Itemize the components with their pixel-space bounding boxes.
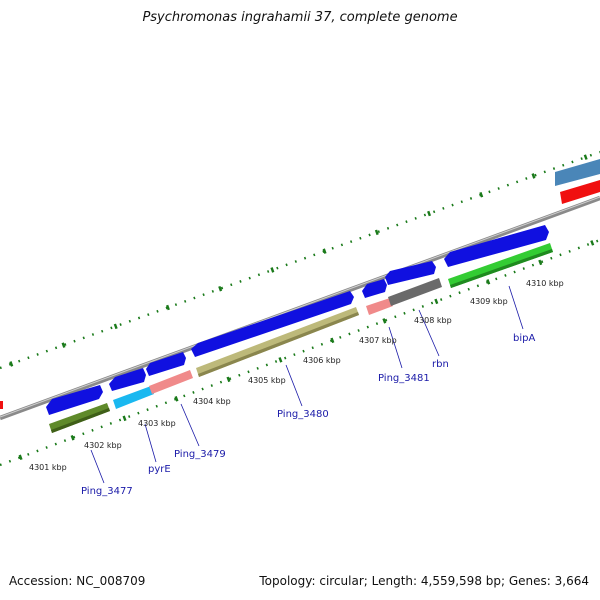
kbp-label: 4310 kbp (526, 279, 564, 288)
leader-bipA (508, 285, 524, 330)
gene-label-rbn[interactable]: rbn (432, 359, 449, 370)
kbp-label: 4309 kbp (470, 297, 508, 306)
leader-ping3481 (388, 326, 403, 369)
gene-label-bipA[interactable]: bipA (513, 333, 535, 344)
major-tick (479, 191, 484, 198)
gene-labels: Ping_3477 pyrE Ping_3479 Ping_3480 Ping_… (81, 333, 535, 497)
cds-arrow-5 (362, 279, 387, 298)
major-tick (538, 259, 543, 266)
major-tick (486, 279, 491, 285)
major-tick (434, 298, 439, 305)
lower-tick-track (0, 238, 600, 467)
major-tick (590, 240, 595, 246)
kbp-label: 4301 kbp (29, 463, 67, 472)
major-tick (330, 337, 335, 344)
gene-bar-pyrE (113, 386, 154, 409)
genome-backbone (0, 195, 600, 421)
gene-label-ping3479[interactable]: Ping_3479 (174, 449, 226, 460)
major-tick (531, 173, 536, 179)
kbp-label: 4308 kbp (414, 316, 452, 325)
major-ticks (9, 154, 595, 461)
kbp-label: 4304 kbp (193, 397, 231, 406)
cds-arrow-4 (191, 291, 354, 357)
gene-bar-ping3481 (366, 298, 393, 315)
major-tick (226, 376, 231, 383)
cds-arrow-7 (444, 225, 549, 267)
major-tick (165, 304, 170, 311)
gene-label-ping3481[interactable]: Ping_3481 (378, 373, 430, 384)
gene-label-ping3477[interactable]: Ping_3477 (81, 486, 133, 497)
gene-label-pyrE[interactable]: pyrE (148, 464, 171, 475)
kbp-label: 4305 kbp (248, 376, 286, 385)
genome-title: Psychromonas ingrahamii 37, complete gen… (142, 10, 458, 25)
right-edge-features (555, 159, 600, 204)
left-edge-marker (0, 401, 3, 409)
gene-bar-rbn (388, 278, 442, 306)
major-tick (174, 396, 179, 402)
gene-bar-ping3479 (149, 370, 193, 394)
cds-arrow-1 (46, 385, 103, 415)
major-tick (382, 318, 387, 324)
leader-ping3480 (285, 364, 303, 407)
accession-text: Accession: NC_008709 (9, 574, 146, 588)
major-tick (427, 210, 432, 217)
kbp-label: 4306 kbp (303, 356, 341, 365)
gene-bar-ping3480-shade (198, 312, 359, 377)
major-tick (278, 357, 283, 363)
major-tick (583, 154, 588, 160)
major-tick (61, 342, 66, 348)
major-tick (70, 435, 75, 441)
gene-bar-ping3477-shade (51, 408, 110, 433)
gene-row (49, 243, 553, 433)
gene-label-ping3480[interactable]: Ping_3480 (277, 409, 329, 420)
major-tick (113, 323, 118, 330)
leader-lines (90, 285, 524, 484)
feature-red (560, 180, 600, 204)
major-tick (122, 415, 127, 422)
leader-ping3479 (180, 403, 200, 447)
cds-row (46, 225, 549, 415)
leader-pyrE (144, 423, 157, 463)
kbp-label: 4303 kbp (138, 419, 176, 428)
cds-arrow-6 (385, 261, 436, 285)
major-tick (322, 248, 327, 254)
cds-arrow-3 (146, 352, 186, 376)
major-tick (218, 285, 223, 292)
kbp-label: 4307 kbp (359, 336, 397, 345)
leader-ping3477 (90, 449, 105, 484)
major-tick (374, 229, 379, 236)
major-tick (18, 454, 23, 461)
leader-rbn (418, 309, 440, 357)
cds-arrow-2 (109, 368, 146, 391)
gene-bar-bipA-shade (450, 249, 553, 288)
genome-stats-text: Topology: circular; Length: 4,559,598 bp… (259, 574, 589, 588)
major-tick (9, 361, 14, 367)
major-tick (270, 267, 275, 273)
kbp-labels: 4301 kbp 4302 kbp 4303 kbp 4304 kbp 4305… (29, 279, 564, 472)
kbp-label: 4302 kbp (84, 441, 122, 450)
genome-backbone-highlight (0, 196, 600, 418)
feature-steel (555, 159, 600, 186)
